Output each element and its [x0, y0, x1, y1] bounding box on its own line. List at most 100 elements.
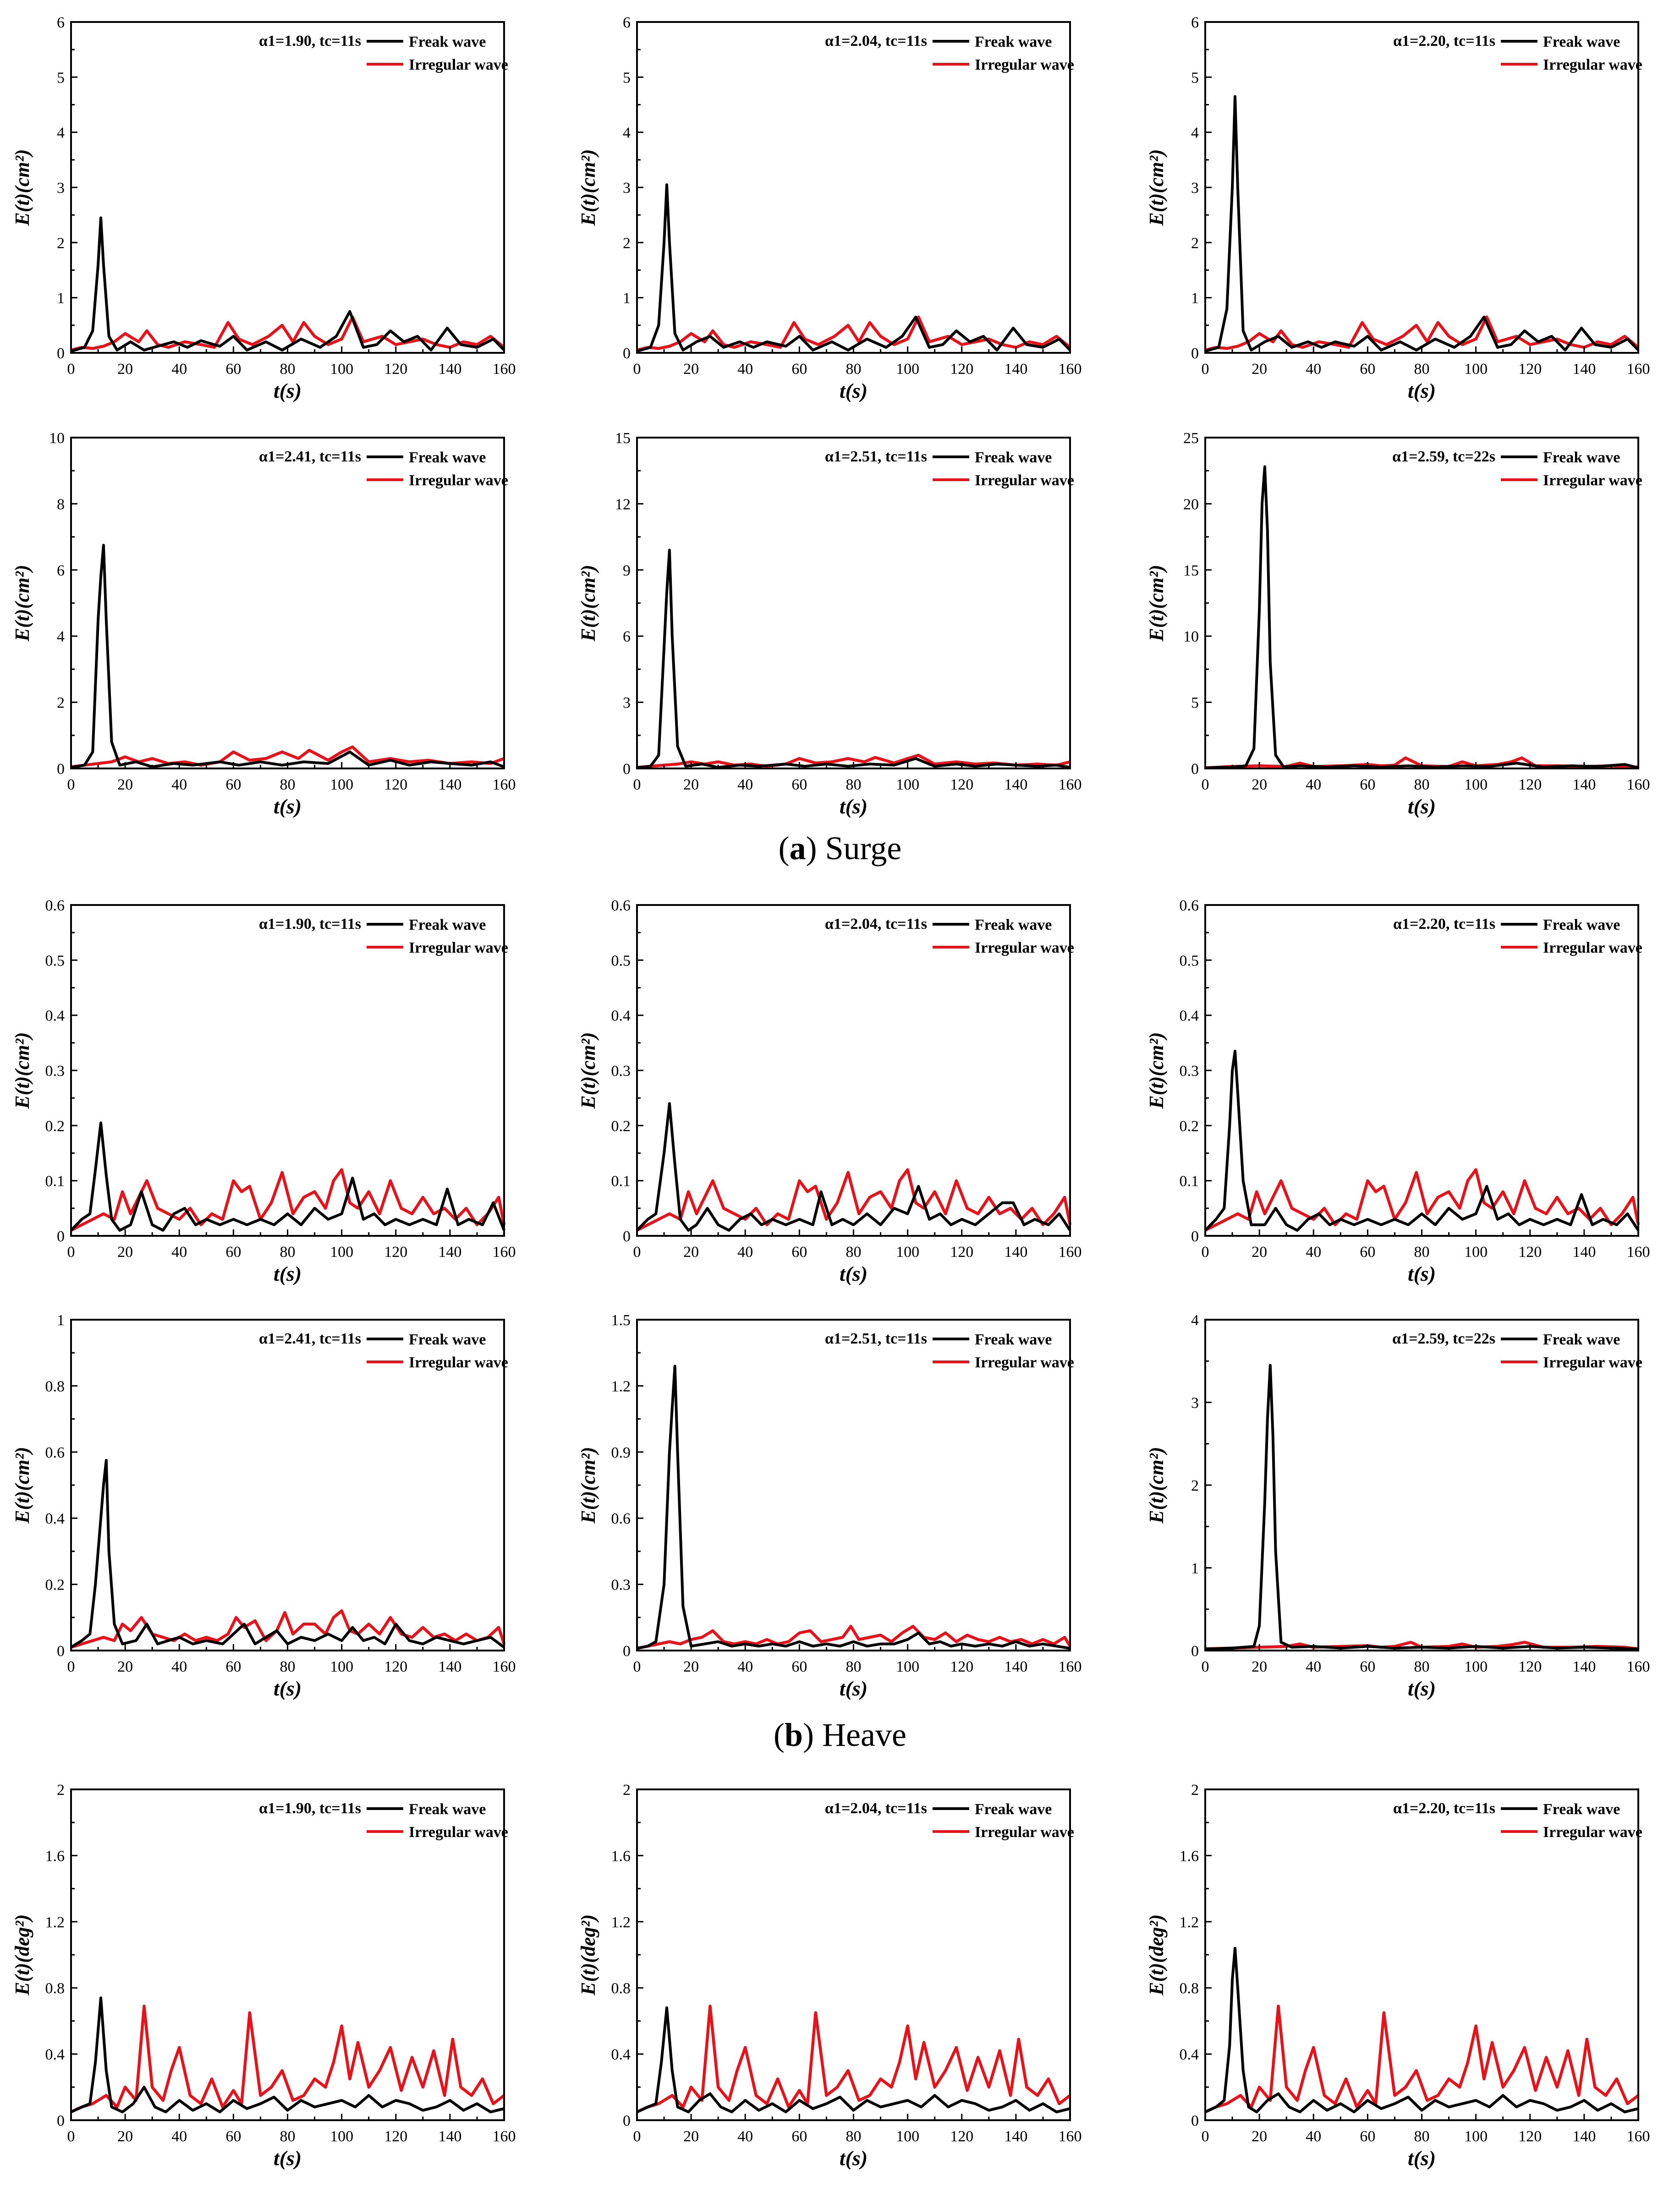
chart-panel-1: 0 20 40 60 80 100 120 140 160 0 1 2 3 4 5 6 t(s) E(t)(cm²…: [11, 14, 516, 402]
freak-wave-series-line: [1204, 1947, 1639, 2113]
x-axis-label: t(s): [274, 379, 302, 402]
y-tick-label: 0.1: [45, 1173, 65, 1190]
y-tick-label: 1: [1191, 290, 1199, 307]
irregular-wave-series-line: [71, 745, 505, 768]
case-annotation: α1=1.90, tc=11s: [259, 1800, 361, 1817]
freak-wave-series-line: [1204, 1049, 1640, 1232]
y-tick-label: 1.2: [611, 1914, 631, 1931]
legend-label: Irregular wave: [1543, 472, 1642, 489]
x-tick-label: 120: [950, 361, 973, 378]
y-tick-label: 0: [623, 761, 631, 778]
y-tick-label: 0.6: [611, 897, 631, 914]
x-tick-label: 40: [171, 361, 187, 378]
case-annotation: α1=2.59, tc=22s: [1392, 448, 1495, 465]
y-tick-label: 0: [57, 1643, 65, 1660]
x-tick-label: 80: [846, 1244, 862, 1261]
y-tick-label: 0.4: [45, 1008, 65, 1025]
y-tick-label: 0.8: [611, 1980, 631, 1997]
x-tick-label: 120: [384, 1244, 407, 1261]
y-axis-label: E(t)(cm²): [11, 1447, 33, 1524]
x-axis-label: t(s): [274, 2146, 302, 2170]
y-tick-label: 2: [1191, 1477, 1199, 1494]
x-tick-label: 100: [896, 776, 919, 793]
chart-panel-12: 0 20 40 60 80 100 120 140 160 0 1 2 3 4 t(s) E(t)(cm²) α…: [1145, 1312, 1650, 1700]
x-tick-label: 160: [493, 361, 516, 378]
y-tick-label: 0.6: [45, 897, 65, 914]
y-tick-label: 1: [623, 290, 631, 307]
x-tick-label: 120: [1518, 1658, 1542, 1675]
x-tick-label: 80: [1414, 2128, 1430, 2145]
y-tick-label: 5: [57, 69, 65, 86]
x-tick-label: 120: [1518, 776, 1542, 793]
y-tick-label: 0.1: [611, 1173, 631, 1190]
y-tick-label: 0: [623, 1228, 631, 1245]
x-tick-label: 60: [225, 361, 241, 378]
y-axis-label: E(t)(deg²): [577, 1914, 599, 1996]
x-tick-label: 100: [896, 1244, 919, 1261]
x-tick-label: 120: [1518, 1244, 1542, 1261]
x-axis-label: t(s): [274, 1677, 302, 1700]
x-tick-label: 140: [1572, 776, 1596, 793]
x-tick-label: 100: [1464, 1244, 1488, 1261]
x-tick-label: 20: [1252, 1658, 1267, 1675]
y-axis-label: E(t)(cm²): [1145, 1447, 1168, 1524]
y-tick-label: 0.3: [1180, 1063, 1199, 1080]
y-tick-label: 0: [1191, 761, 1199, 778]
x-tick-label: 160: [1627, 1244, 1650, 1261]
legend-label: Irregular wave: [975, 1824, 1074, 1841]
y-tick-label: 0: [57, 761, 65, 778]
y-tick-label: 1.5: [611, 1312, 631, 1329]
x-tick-label: 80: [280, 2128, 296, 2145]
x-tick-label: 160: [1627, 2128, 1650, 2145]
freak-wave-series-line: [636, 1102, 1071, 1232]
y-tick-label: 1.6: [611, 1848, 631, 1865]
y-axis-label: E(t)(cm²): [11, 565, 33, 642]
y-tick-label: 0: [1191, 345, 1199, 362]
irregular-wave-series-line: [1204, 2004, 1639, 2113]
caption-letter: b: [785, 1717, 803, 1753]
x-tick-label: 80: [280, 361, 296, 378]
irregular-wave-series-line: [70, 2004, 505, 2113]
chart-panel-3: 0 20 40 60 80 100 120 140 160 0 1 2 3 4 5 6 t(s) E(t)(cm²…: [1145, 14, 1650, 402]
x-tick-label: 160: [493, 1658, 516, 1675]
legend-label: Irregular wave: [975, 1354, 1074, 1371]
y-tick-label: 5: [1191, 695, 1199, 712]
y-tick-label: 6: [57, 14, 65, 31]
irregular-wave-series-line: [71, 315, 505, 352]
x-axis-label: t(s): [274, 1262, 302, 1285]
x-tick-label: 160: [493, 2128, 516, 2145]
y-axis-label: E(t)(cm²): [577, 1032, 599, 1109]
freak-wave-series-line: [70, 1121, 505, 1232]
y-tick-label: 0.4: [45, 2046, 65, 2063]
x-tick-label: 140: [1572, 1244, 1596, 1261]
x-tick-label: 80: [846, 776, 862, 793]
y-tick-label: 25: [1183, 430, 1199, 447]
x-tick-label: 80: [1414, 1244, 1430, 1261]
y-axis-label: E(t)(cm²): [1145, 1032, 1168, 1109]
x-tick-label: 20: [117, 2128, 133, 2145]
x-tick-label: 0: [1202, 1658, 1209, 1675]
x-tick-label: 120: [384, 1658, 407, 1675]
y-tick-label: 0.5: [611, 952, 631, 969]
x-tick-label: 0: [1202, 2128, 1209, 2145]
x-axis-label: t(s): [840, 1262, 867, 1285]
y-tick-label: 6: [623, 628, 631, 645]
x-tick-label: 20: [683, 1244, 699, 1261]
case-annotation: α1=2.51, tc=11s: [825, 1330, 927, 1347]
y-tick-label: 2: [57, 1782, 65, 1799]
x-tick-label: 140: [1004, 2128, 1027, 2145]
x-tick-label: 140: [438, 2128, 461, 2145]
legend-label: Irregular wave: [409, 472, 508, 489]
x-tick-label: 60: [225, 2128, 241, 2145]
x-axis-label: t(s): [840, 2146, 867, 2170]
legend-label: Freak wave: [1543, 1801, 1620, 1818]
case-annotation: α1=2.20, tc=11s: [1393, 1800, 1495, 1817]
x-tick-label: 100: [330, 2128, 353, 2145]
y-tick-label: 0.4: [1180, 1008, 1199, 1025]
case-annotation: α1=2.59, tc=22s: [1392, 1330, 1495, 1347]
x-axis-label: t(s): [1408, 2146, 1436, 2170]
y-tick-label: 1.2: [45, 1914, 65, 1931]
x-tick-label: 120: [950, 1658, 973, 1675]
x-tick-label: 100: [330, 1244, 353, 1261]
y-tick-label: 0.2: [45, 1118, 65, 1135]
